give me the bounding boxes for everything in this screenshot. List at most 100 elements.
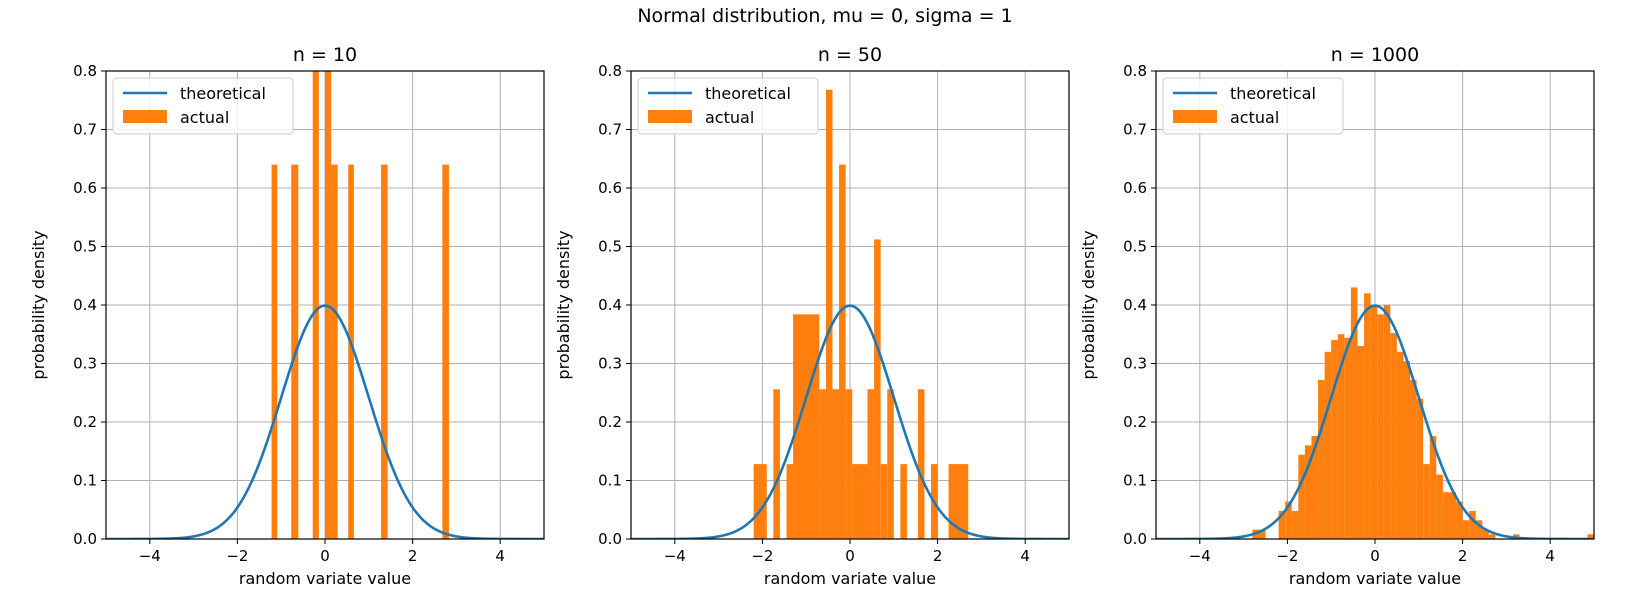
histogram-bar <box>442 164 449 539</box>
x-tick-label: 0 <box>320 547 330 565</box>
theoretical-curve <box>1156 304 1594 539</box>
histogram-bar <box>839 164 846 539</box>
x-tick-label: 4 <box>1020 547 1030 565</box>
histogram-bar <box>917 389 925 539</box>
x-tick-label: −4 <box>664 547 686 565</box>
y-tick-label: 0.0 <box>73 530 97 548</box>
y-axis-label: probability density <box>29 230 48 379</box>
histogram-bar <box>845 389 853 539</box>
x-tick-label: 2 <box>933 547 943 565</box>
histogram-bar <box>1587 534 1594 539</box>
x-tick-label: −2 <box>226 547 248 565</box>
legend: theoretical actual <box>112 77 294 135</box>
histogram-bar <box>312 71 319 539</box>
histogram-bar <box>1383 305 1391 539</box>
x-tick-label: 2 <box>1458 547 1468 565</box>
histogram-bar <box>948 464 969 539</box>
legend-label-theoretical: theoretical <box>180 84 266 103</box>
histogram-bar <box>1377 314 1384 539</box>
y-tick-label: 0.8 <box>598 62 622 80</box>
histogram-bar <box>1318 379 1325 539</box>
legend-label-actual: actual <box>180 108 229 127</box>
histogram-bar <box>1475 520 1483 539</box>
histogram-bar <box>1344 337 1351 539</box>
histogram-bar <box>1416 398 1424 539</box>
y-tick-label: 0.3 <box>598 355 622 373</box>
y-tick-label: 0.2 <box>1123 413 1147 431</box>
y-tick-label: 0.7 <box>73 121 97 139</box>
histogram-bar <box>1488 534 1496 539</box>
histogram-bar <box>1462 520 1470 539</box>
y-tick-label: 0.6 <box>73 179 97 197</box>
histogram-bar <box>887 389 894 539</box>
y-tick-label: 0.7 <box>1123 121 1147 139</box>
histogram-bar <box>1364 293 1371 539</box>
histogram-bar <box>1331 340 1338 539</box>
histogram-bar <box>753 464 767 539</box>
x-tick-label: −4 <box>139 547 161 565</box>
figure-title: Normal distribution, mu = 0, sigma = 1 <box>637 5 1012 27</box>
legend: theoretical actual <box>1162 77 1344 135</box>
y-tick-label: 0.4 <box>1123 296 1147 314</box>
histogram-bar <box>1252 529 1266 539</box>
histogram-bars <box>1252 287 1594 539</box>
histogram-bar <box>1390 333 1397 539</box>
x-tick-label: 4 <box>495 547 505 565</box>
panel-title: n = 10 <box>293 44 357 66</box>
y-tick-label: 0.0 <box>598 530 622 548</box>
panel-title: n = 50 <box>818 44 882 66</box>
theoretical-curve <box>106 304 544 539</box>
histogram-bar <box>819 389 826 539</box>
histogram-bar <box>1370 305 1378 539</box>
y-tick-label: 0.8 <box>73 62 97 80</box>
histogram-bar <box>1291 510 1299 539</box>
x-tick-label: −4 <box>1189 547 1211 565</box>
histogram-bar <box>880 464 888 539</box>
y-tick-label: 0.2 <box>598 413 622 431</box>
histogram-bar <box>381 164 388 539</box>
x-tick-label: −2 <box>751 547 773 565</box>
chart-panel-3: −4 −2 0 2 4 0.0 0.1 0.2 0.3 0.4 0.5 0.6 0.7 0.8 n = 10… <box>1079 44 1595 588</box>
y-tick-label: 0.0 <box>1123 530 1147 548</box>
legend: theoretical actual <box>637 77 819 135</box>
histogram-bar <box>1403 361 1411 539</box>
legend-bar-swatch <box>1173 110 1217 123</box>
histogram-bar <box>1324 351 1332 539</box>
x-axis-label: random variate value <box>764 569 936 588</box>
histogram-bar <box>1449 492 1457 539</box>
y-tick-label: 0.1 <box>73 472 97 490</box>
y-tick-label: 0.4 <box>598 296 622 314</box>
x-tick-label: 4 <box>1545 547 1555 565</box>
x-axis-label: random variate value <box>1289 569 1461 588</box>
histogram-bar <box>1357 345 1365 539</box>
x-tick-label: 2 <box>408 547 418 565</box>
theoretical-curve <box>631 304 1069 539</box>
histogram-bar <box>900 464 907 539</box>
legend-label-theoretical: theoretical <box>1230 84 1316 103</box>
histogram-bar <box>1350 287 1358 539</box>
histogram-bar <box>1456 501 1463 539</box>
histogram-bar <box>271 164 278 539</box>
y-tick-label: 0.4 <box>73 296 97 314</box>
histogram-bar <box>1298 454 1305 539</box>
y-tick-label: 0.5 <box>1123 238 1147 256</box>
legend-label-actual: actual <box>705 108 754 127</box>
x-axis-label: random variate value <box>239 569 411 588</box>
y-tick-label: 0.7 <box>598 121 622 139</box>
histogram-bar <box>1423 464 1430 539</box>
x-tick-label: 0 <box>1370 547 1380 565</box>
histogram-bar <box>1469 510 1476 539</box>
histogram-bar <box>1410 379 1417 539</box>
legend-label-actual: actual <box>1230 108 1279 127</box>
histogram-bar <box>1442 492 1450 539</box>
histogram-bar <box>852 464 868 539</box>
histogram-bar <box>832 389 840 539</box>
x-tick-label: −2 <box>1276 547 1298 565</box>
y-tick-label: 0.1 <box>1123 472 1147 490</box>
y-tick-label: 0.3 <box>73 355 97 373</box>
histogram-bar <box>1285 501 1292 539</box>
legend-bar-swatch <box>648 110 692 123</box>
chart-panel-1: −4 −2 0 2 4 0.0 0.1 0.2 0.3 0.4 0.5 0.6 0.7 0.8 n = 10… <box>29 44 545 588</box>
histogram-bar <box>1396 351 1404 539</box>
y-tick-label: 0.3 <box>1123 355 1147 373</box>
